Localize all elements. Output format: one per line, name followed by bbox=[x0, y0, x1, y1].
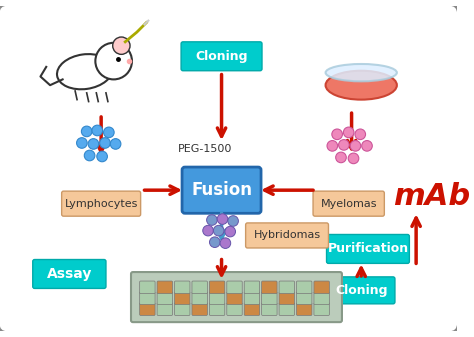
FancyBboxPatch shape bbox=[262, 303, 277, 315]
FancyBboxPatch shape bbox=[62, 191, 141, 216]
FancyBboxPatch shape bbox=[262, 281, 277, 294]
FancyBboxPatch shape bbox=[297, 303, 312, 315]
FancyBboxPatch shape bbox=[181, 42, 262, 71]
Circle shape bbox=[362, 141, 372, 151]
Text: mAb: mAb bbox=[393, 182, 470, 211]
Circle shape bbox=[77, 138, 87, 148]
FancyBboxPatch shape bbox=[227, 303, 242, 315]
Circle shape bbox=[355, 129, 365, 140]
Text: Assay: Assay bbox=[46, 267, 92, 281]
FancyBboxPatch shape bbox=[227, 281, 242, 294]
Ellipse shape bbox=[57, 54, 112, 89]
FancyBboxPatch shape bbox=[157, 281, 173, 294]
Circle shape bbox=[95, 43, 132, 80]
Circle shape bbox=[348, 153, 359, 164]
FancyBboxPatch shape bbox=[157, 303, 173, 315]
Circle shape bbox=[113, 37, 130, 54]
FancyBboxPatch shape bbox=[0, 4, 458, 333]
FancyBboxPatch shape bbox=[314, 292, 329, 304]
Circle shape bbox=[336, 152, 346, 163]
Circle shape bbox=[88, 139, 99, 149]
FancyBboxPatch shape bbox=[244, 292, 260, 304]
FancyBboxPatch shape bbox=[33, 259, 106, 288]
Circle shape bbox=[82, 126, 92, 137]
Circle shape bbox=[84, 150, 95, 161]
Circle shape bbox=[217, 214, 228, 224]
Circle shape bbox=[97, 151, 108, 162]
FancyBboxPatch shape bbox=[262, 292, 277, 304]
FancyBboxPatch shape bbox=[314, 303, 329, 315]
Circle shape bbox=[220, 238, 231, 248]
Text: PEG-1500: PEG-1500 bbox=[178, 144, 232, 154]
Circle shape bbox=[100, 138, 110, 148]
Text: Lymphocytes: Lymphocytes bbox=[64, 198, 138, 209]
FancyBboxPatch shape bbox=[210, 303, 225, 315]
FancyBboxPatch shape bbox=[279, 281, 294, 294]
Circle shape bbox=[92, 125, 102, 136]
FancyBboxPatch shape bbox=[192, 281, 207, 294]
FancyBboxPatch shape bbox=[279, 303, 294, 315]
Circle shape bbox=[332, 129, 342, 140]
FancyBboxPatch shape bbox=[327, 235, 410, 264]
FancyBboxPatch shape bbox=[192, 303, 207, 315]
FancyBboxPatch shape bbox=[157, 292, 173, 304]
FancyBboxPatch shape bbox=[227, 292, 242, 304]
Circle shape bbox=[103, 127, 114, 138]
Circle shape bbox=[338, 140, 349, 150]
FancyBboxPatch shape bbox=[246, 223, 328, 248]
FancyBboxPatch shape bbox=[140, 303, 155, 315]
Ellipse shape bbox=[326, 71, 397, 100]
Circle shape bbox=[228, 216, 238, 226]
FancyBboxPatch shape bbox=[297, 281, 312, 294]
Circle shape bbox=[213, 225, 224, 236]
Circle shape bbox=[225, 226, 236, 237]
Ellipse shape bbox=[326, 64, 397, 81]
Text: Hybridomas: Hybridomas bbox=[254, 231, 320, 240]
Text: Purification: Purification bbox=[328, 242, 409, 255]
Circle shape bbox=[207, 215, 217, 225]
FancyBboxPatch shape bbox=[244, 303, 260, 315]
Circle shape bbox=[203, 225, 213, 236]
Text: Cloning: Cloning bbox=[195, 50, 248, 63]
FancyBboxPatch shape bbox=[131, 272, 342, 322]
FancyBboxPatch shape bbox=[182, 167, 261, 213]
Circle shape bbox=[350, 141, 361, 151]
Circle shape bbox=[210, 237, 220, 247]
FancyBboxPatch shape bbox=[140, 292, 155, 304]
FancyBboxPatch shape bbox=[210, 292, 225, 304]
FancyBboxPatch shape bbox=[279, 292, 294, 304]
FancyBboxPatch shape bbox=[313, 191, 384, 216]
Text: Cloning: Cloning bbox=[335, 284, 387, 297]
FancyBboxPatch shape bbox=[174, 292, 190, 304]
Circle shape bbox=[343, 127, 354, 138]
Text: Myelomas: Myelomas bbox=[320, 198, 377, 209]
FancyBboxPatch shape bbox=[140, 281, 155, 294]
Circle shape bbox=[327, 141, 337, 151]
Circle shape bbox=[110, 139, 121, 149]
FancyBboxPatch shape bbox=[297, 292, 312, 304]
Text: Fusion: Fusion bbox=[191, 181, 252, 199]
FancyBboxPatch shape bbox=[192, 292, 207, 304]
FancyBboxPatch shape bbox=[174, 303, 190, 315]
FancyBboxPatch shape bbox=[328, 277, 395, 304]
FancyBboxPatch shape bbox=[314, 281, 329, 294]
FancyBboxPatch shape bbox=[174, 281, 190, 294]
FancyBboxPatch shape bbox=[244, 281, 260, 294]
FancyBboxPatch shape bbox=[210, 281, 225, 294]
